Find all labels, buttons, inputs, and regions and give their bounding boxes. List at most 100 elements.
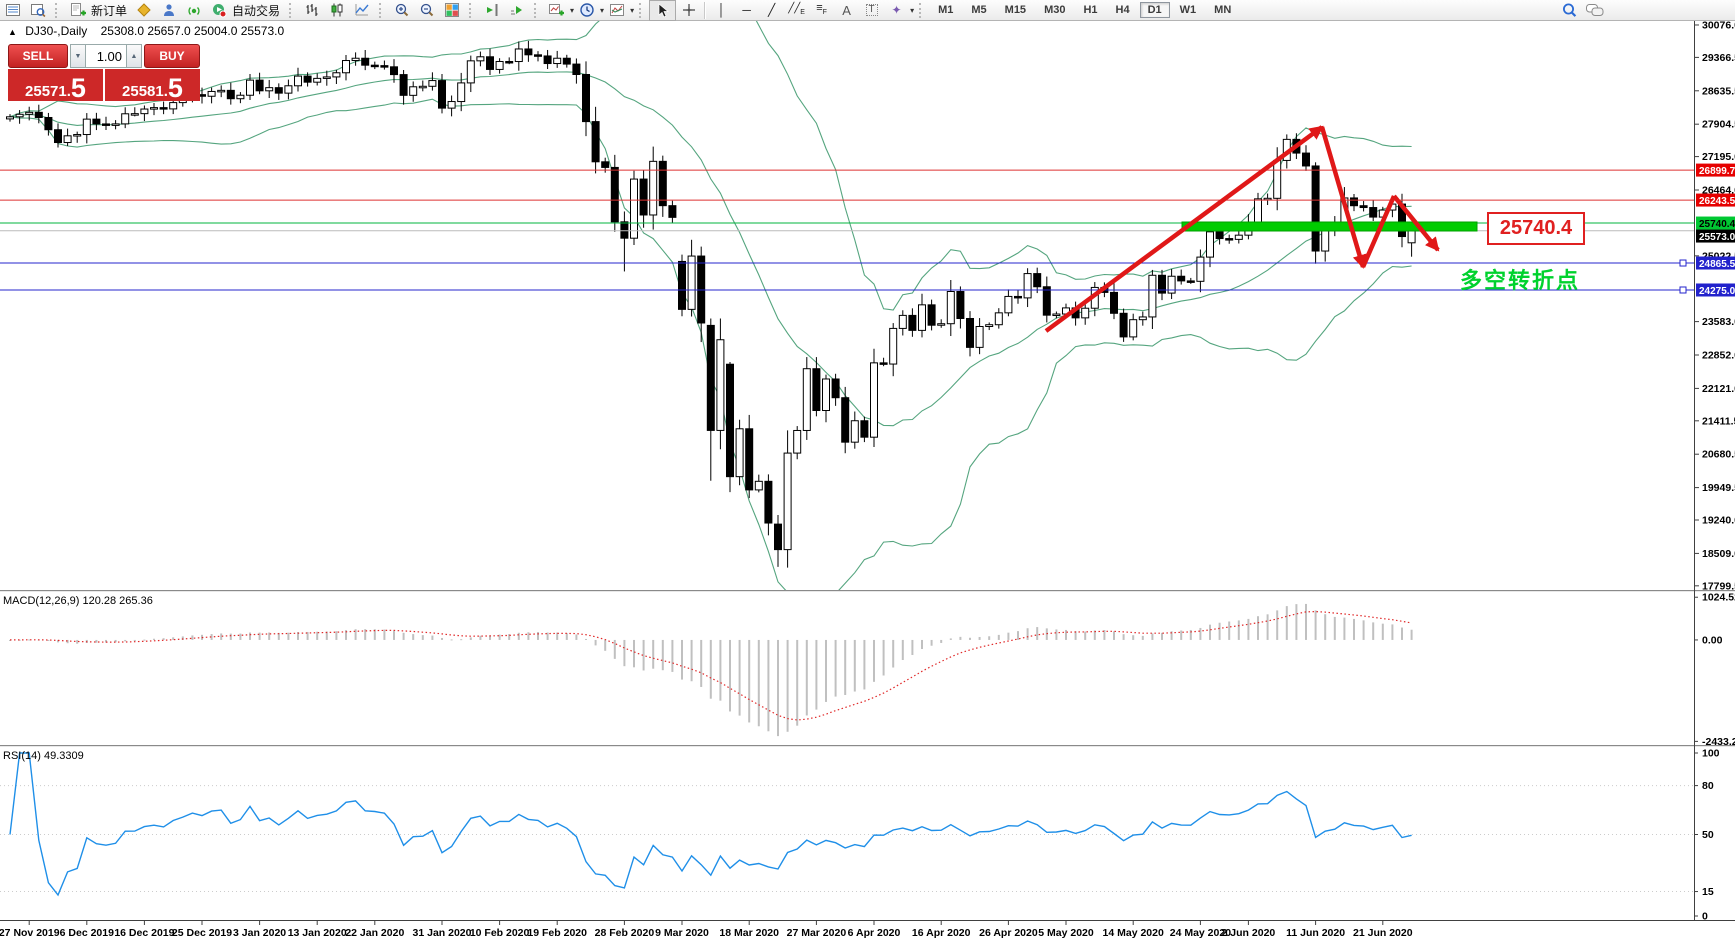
svg-text:-2433.25: -2433.25 bbox=[1702, 736, 1735, 748]
svg-text:80: 80 bbox=[1702, 780, 1714, 792]
line-chart-type-icon[interactable] bbox=[349, 1, 374, 20]
chart-title-bar: ▲ DJ30-,Daily 25308.0 25657.0 25004.0 25… bbox=[8, 24, 284, 38]
volume-increase-button[interactable]: ▲ bbox=[126, 44, 142, 68]
chart-shift-icon[interactable] bbox=[479, 1, 504, 20]
fibonacci-tool[interactable]: ≡F bbox=[816, 2, 827, 17]
horizontal-line-tool[interactable]: ─ bbox=[742, 3, 751, 17]
timeframe-button-H4[interactable]: H4 bbox=[1115, 4, 1130, 16]
svg-text:25740.4: 25740.4 bbox=[1699, 219, 1735, 230]
symbol-title: DJ30-,Daily bbox=[25, 24, 88, 38]
autotrading-label[interactable]: 自动交易 bbox=[232, 3, 281, 18]
search-icon[interactable] bbox=[1557, 1, 1582, 20]
bar-chart-type-icon[interactable] bbox=[299, 1, 324, 20]
svg-text:26243.5: 26243.5 bbox=[1699, 196, 1735, 207]
zoom-in-icon[interactable] bbox=[389, 1, 414, 20]
svg-text:14 May 2020: 14 May 2020 bbox=[1103, 927, 1164, 939]
chat-icon[interactable] bbox=[1582, 1, 1607, 20]
support-zone-band[interactable] bbox=[1181, 221, 1478, 232]
vertical-line-tool[interactable]: │ bbox=[717, 3, 726, 17]
svg-text:24275.0: 24275.0 bbox=[1699, 286, 1735, 297]
volume-decrease-button[interactable]: ▼ bbox=[70, 44, 86, 68]
svg-text:16 Dec 2019: 16 Dec 2019 bbox=[114, 927, 174, 939]
price-callout-box[interactable]: 25740.4 bbox=[1487, 212, 1585, 245]
svg-text:5 May 2020: 5 May 2020 bbox=[1038, 927, 1094, 939]
svg-text:1024.52: 1024.52 bbox=[1702, 592, 1735, 604]
auto-scroll-icon[interactable] bbox=[504, 1, 529, 20]
svg-text:3 Jan 2020: 3 Jan 2020 bbox=[233, 927, 286, 939]
autotrading-button[interactable] bbox=[206, 1, 231, 20]
indicators-caret[interactable]: ▾ bbox=[570, 5, 575, 15]
macd-signal-line bbox=[10, 610, 1412, 721]
timeframe-button-M1[interactable]: M1 bbox=[938, 4, 954, 16]
svg-text:13 Jan 2020: 13 Jan 2020 bbox=[288, 927, 347, 939]
sell-price-display[interactable]: 25571. 5 bbox=[8, 69, 103, 102]
svg-text:22121.0: 22121.0 bbox=[1702, 383, 1735, 395]
cursor-tool[interactable] bbox=[649, 0, 677, 21]
svg-text:22852.0: 22852.0 bbox=[1702, 350, 1735, 362]
timeframe-button-H1[interactable]: H1 bbox=[1083, 4, 1098, 16]
templates-caret[interactable]: ▾ bbox=[630, 5, 635, 15]
arrows-caret[interactable]: ▾ bbox=[910, 5, 915, 15]
svg-text:100: 100 bbox=[1702, 748, 1720, 760]
timeframe-button-M5[interactable]: M5 bbox=[971, 4, 987, 16]
sell-button[interactable]: SELL bbox=[8, 44, 68, 68]
svg-text:18509.0: 18509.0 bbox=[1702, 548, 1735, 560]
rsi-pane bbox=[0, 752, 1694, 897]
price-axis[interactable]: 30076.0 29366.5 28635.5 27904.5 27195.0 26464… bbox=[1694, 19, 1735, 592]
svg-text:27904.5: 27904.5 bbox=[1702, 119, 1735, 131]
svg-text:50: 50 bbox=[1702, 829, 1714, 841]
svg-text:27 Mar 2020: 27 Mar 2020 bbox=[787, 927, 847, 939]
macd-histogram bbox=[9, 603, 1413, 737]
macd-indicator-label: MACD(12,26,9) 120.28 265.36 bbox=[3, 595, 153, 607]
svg-text:0.00: 0.00 bbox=[1702, 634, 1723, 646]
timeframe-button-M30[interactable]: M30 bbox=[1044, 4, 1066, 16]
equidistant-channel-tool[interactable]: ╱╱E bbox=[788, 3, 805, 17]
svg-text:0: 0 bbox=[1702, 911, 1708, 923]
trendline-tool[interactable]: ╱ bbox=[767, 3, 776, 17]
rsi-line bbox=[9, 752, 1412, 897]
svg-text:10 Feb 2020: 10 Feb 2020 bbox=[470, 927, 530, 939]
indicators-add-icon[interactable] bbox=[544, 1, 569, 20]
text-label-tool[interactable]: T bbox=[859, 1, 884, 20]
horizontal-lines[interactable] bbox=[0, 169, 1694, 294]
svg-text:21411.5: 21411.5 bbox=[1702, 415, 1735, 427]
timeframe-button-M15[interactable]: M15 bbox=[1004, 4, 1027, 16]
text-tool[interactable]: A bbox=[842, 2, 851, 18]
svg-text:20680.5: 20680.5 bbox=[1702, 449, 1735, 461]
zoom-out-icon[interactable] bbox=[414, 1, 439, 20]
one-click-collapse-arrow[interactable]: ▲ bbox=[8, 27, 17, 37]
new-order-label[interactable]: 新订单 bbox=[91, 3, 128, 18]
candlestick-chart-type-icon[interactable] bbox=[324, 1, 349, 20]
arrows-tool[interactable]: ✦ bbox=[891, 3, 902, 17]
crosshair-tool[interactable] bbox=[676, 1, 701, 20]
candles bbox=[6, 40, 1416, 568]
price-badges: 26899.7 26243.5 25740.4 25573.0 24865.5 24275… bbox=[1696, 163, 1735, 297]
timeframe-button-W1[interactable]: W1 bbox=[1179, 4, 1197, 16]
ohlc-readout: 25308.0 25657.0 25004.0 25573.0 bbox=[100, 24, 285, 38]
pivot-point-note[interactable]: 多空转折点 bbox=[1460, 268, 1581, 293]
svg-text:6 Apr 2020: 6 Apr 2020 bbox=[848, 927, 901, 939]
buy-price-big: 5 bbox=[167, 73, 183, 104]
metaeditor-icon[interactable] bbox=[131, 1, 156, 20]
buy-button[interactable]: BUY bbox=[144, 44, 200, 68]
market-watch-icon[interactable] bbox=[0, 1, 25, 20]
svg-text:17799.5: 17799.5 bbox=[1702, 580, 1735, 592]
timeframe-button-D1[interactable]: D1 bbox=[1139, 2, 1170, 18]
buy-price-display[interactable]: 25581. 5 bbox=[105, 69, 200, 104]
expert-advisors-icon[interactable] bbox=[156, 1, 181, 20]
periods-clock-icon[interactable] bbox=[574, 1, 599, 20]
tile-windows-icon[interactable] bbox=[439, 1, 464, 20]
new-order-button[interactable] bbox=[65, 1, 90, 20]
signals-icon[interactable] bbox=[181, 1, 206, 20]
trend-arrows[interactable] bbox=[1044, 125, 1440, 333]
templates-icon[interactable] bbox=[604, 1, 629, 20]
data-window-icon[interactable] bbox=[25, 1, 50, 20]
svg-text:26464.0: 26464.0 bbox=[1702, 184, 1735, 196]
sell-price-small: 25571. bbox=[25, 82, 71, 100]
volume-input[interactable]: 1.00 bbox=[86, 44, 126, 68]
timeframe-group: M1 M5 M15 M30 H1 H4 D1 W1 MN bbox=[929, 2, 1240, 18]
timeframe-button-MN[interactable]: MN bbox=[1214, 4, 1232, 16]
periods-caret[interactable]: ▾ bbox=[600, 5, 605, 15]
